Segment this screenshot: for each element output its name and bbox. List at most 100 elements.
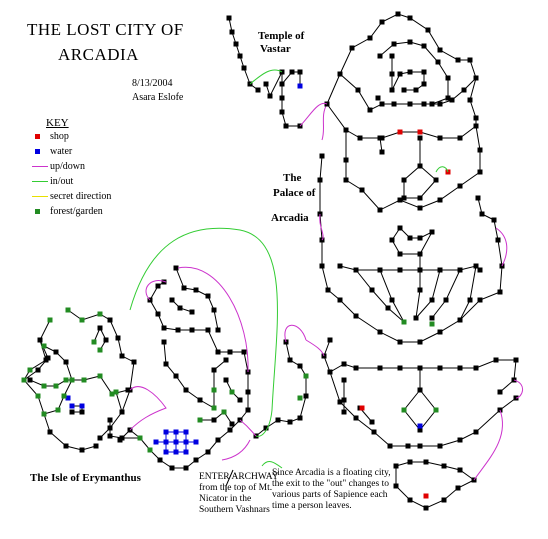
room-node <box>461 87 467 93</box>
room-node <box>211 417 217 423</box>
water-room <box>183 449 189 455</box>
room-node <box>417 163 423 169</box>
enter-archway-note: ENTER ARCHWAY from the top of Mt. Nicato… <box>199 472 279 515</box>
forest-room <box>297 395 303 401</box>
room-node <box>429 229 435 235</box>
water-room <box>79 403 85 409</box>
room-node <box>173 373 179 379</box>
room-node <box>497 389 503 395</box>
room-link <box>72 405 83 413</box>
room-node <box>417 195 423 201</box>
room-link <box>93 326 107 351</box>
room-node <box>287 357 293 363</box>
shop-room <box>417 129 423 135</box>
room-link <box>355 269 405 323</box>
water-room <box>417 423 423 429</box>
forest-room <box>47 317 53 323</box>
room-node <box>389 71 395 77</box>
forest-room <box>303 373 309 379</box>
key-swatch <box>35 149 40 155</box>
forest-room <box>63 377 69 383</box>
room-node <box>397 197 403 203</box>
shop-room <box>397 129 403 135</box>
water-room <box>65 395 71 401</box>
water-room <box>69 403 75 409</box>
room-node <box>417 427 423 433</box>
room-node <box>63 443 69 449</box>
room-node <box>267 93 273 99</box>
key-swatch <box>35 134 40 140</box>
room-node <box>161 279 167 285</box>
room-node <box>407 497 413 503</box>
room-link <box>431 269 461 319</box>
room-node <box>245 407 251 413</box>
room-node <box>161 325 167 331</box>
room-node <box>395 11 401 17</box>
room-node <box>377 207 383 213</box>
room-node <box>343 157 349 163</box>
room-node <box>421 81 427 87</box>
forest-room <box>433 407 439 413</box>
room-node <box>327 337 333 343</box>
room-node <box>401 177 407 183</box>
room-node <box>467 57 473 63</box>
room-node <box>377 135 383 141</box>
room-node <box>423 459 429 465</box>
up-down-link <box>239 419 257 437</box>
up-down-link <box>319 213 324 241</box>
room-node <box>237 397 243 403</box>
up-down-link <box>145 280 167 301</box>
room-node <box>387 443 393 449</box>
room-node <box>407 69 413 75</box>
room-node <box>413 87 419 93</box>
forest-room <box>211 387 217 393</box>
room-node <box>467 97 473 103</box>
room-node <box>337 297 343 303</box>
forest-room <box>211 405 217 411</box>
room-node <box>337 399 343 405</box>
forest-room <box>27 367 33 373</box>
room-node <box>429 101 435 107</box>
room-node <box>457 437 463 443</box>
water-room <box>153 439 159 445</box>
room-node <box>229 421 235 427</box>
forest-room <box>61 393 67 399</box>
key-heading: KEY <box>46 117 69 129</box>
room-link <box>415 254 421 319</box>
shop-room <box>359 405 365 411</box>
room-node <box>175 327 181 333</box>
room-node <box>263 81 269 87</box>
room-node <box>45 355 51 361</box>
room-node <box>405 443 411 449</box>
key-item-label: forest/garden <box>50 206 103 217</box>
room-node <box>319 263 325 269</box>
room-node <box>163 361 169 367</box>
room-node <box>303 393 309 399</box>
room-node <box>341 377 347 383</box>
room-node <box>473 263 479 269</box>
room-link <box>255 341 307 437</box>
room-node <box>437 443 443 449</box>
room-node <box>391 101 397 107</box>
room-node <box>417 365 423 371</box>
forest-room <box>91 339 97 345</box>
room-node <box>69 409 75 415</box>
in-out-link <box>129 227 278 437</box>
room-node <box>35 367 41 373</box>
room-node <box>437 365 443 371</box>
up-down-link <box>305 339 325 357</box>
room-node <box>377 267 383 273</box>
room-node <box>353 267 359 273</box>
room-node <box>181 285 187 291</box>
water-room <box>183 429 189 435</box>
room-node <box>377 365 383 371</box>
room-link <box>391 227 434 255</box>
room-node <box>215 437 221 443</box>
temple-label-line2: Vastar <box>260 43 291 55</box>
forest-room <box>81 377 87 383</box>
in-out-link <box>249 69 283 85</box>
forest-room <box>229 389 235 395</box>
room-node <box>417 443 423 449</box>
room-node <box>491 217 497 223</box>
room-link <box>326 13 477 119</box>
